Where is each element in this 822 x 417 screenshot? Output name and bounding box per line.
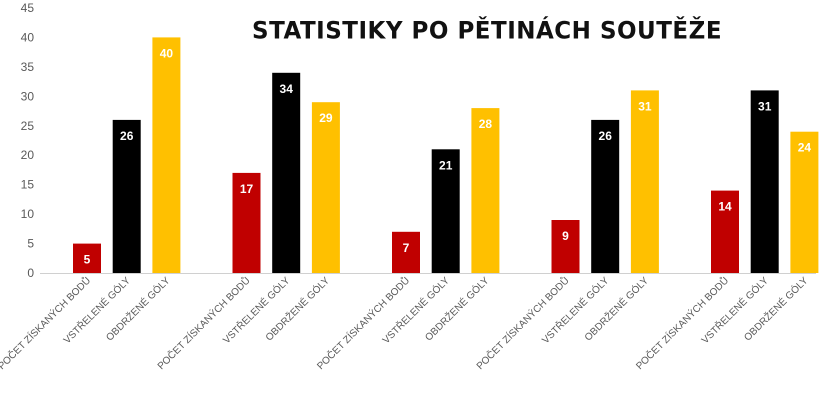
bar-value-label: 5 [84, 253, 91, 267]
y-tick-label: 45 [21, 1, 35, 15]
bar [272, 72, 301, 273]
bar [392, 231, 420, 273]
x-category-label: OBDRŽENÉ GÓLY [422, 274, 492, 344]
bar-value-label: 24 [798, 141, 812, 155]
bar [551, 220, 580, 273]
bar-value-label: 34 [280, 82, 294, 96]
bar-value-label: 14 [718, 200, 732, 214]
bar [431, 149, 460, 273]
y-tick-label: 40 [21, 30, 35, 44]
bar-value-label: 26 [599, 129, 613, 143]
y-tick-label: 35 [21, 60, 35, 74]
x-category-label: OBDRŽENÉ GÓLY [581, 274, 651, 344]
x-category-label: VSTŘELENÉ GÓLY [220, 274, 293, 347]
bar [750, 90, 779, 274]
bar [152, 37, 181, 274]
y-tick-label: 25 [21, 119, 35, 133]
y-tick-label: 30 [21, 89, 35, 103]
bar-value-label: 31 [638, 99, 652, 113]
bar-value-label: 31 [758, 99, 772, 113]
x-category-label: VSTŘELENÉ GÓLY [698, 274, 771, 347]
y-tick-label: 0 [27, 266, 34, 280]
bar [591, 119, 620, 274]
x-category-label: VSTŘELENÉ GÓLY [60, 274, 133, 347]
bar-value-label: 26 [120, 129, 134, 143]
bar-value-label: 17 [240, 182, 254, 196]
x-category-label: OBDRŽENÉ GÓLY [741, 274, 811, 344]
bar-value-label: 7 [403, 241, 410, 255]
x-category-label: OBDRŽENÉ GÓLY [262, 274, 332, 344]
bar [711, 190, 739, 273]
bar [73, 243, 101, 273]
bar [112, 119, 141, 274]
y-tick-label: 15 [21, 178, 35, 192]
x-category-label: VSTŘELENÉ GÓLY [379, 274, 452, 347]
y-tick-label: 10 [21, 207, 35, 221]
bar [471, 108, 500, 273]
bar-value-label: 28 [479, 117, 493, 131]
y-tick-label: 20 [21, 148, 35, 162]
x-category-label: VSTŘELENÉ GÓLY [539, 274, 612, 347]
bar-value-label: 21 [439, 158, 453, 172]
bar-value-label: 40 [160, 46, 174, 60]
bar-value-label: 29 [319, 111, 333, 125]
bar [790, 131, 819, 273]
bar [630, 90, 659, 274]
bar-value-label: 9 [562, 229, 569, 243]
bar [232, 172, 261, 273]
x-category-label: OBDRŽENÉ GÓLY [103, 274, 173, 344]
y-tick-label: 5 [27, 237, 34, 251]
chart-title: STATISTIKY PO PĚTINÁCH SOUTĚŽE [252, 17, 723, 45]
bar [311, 102, 340, 273]
